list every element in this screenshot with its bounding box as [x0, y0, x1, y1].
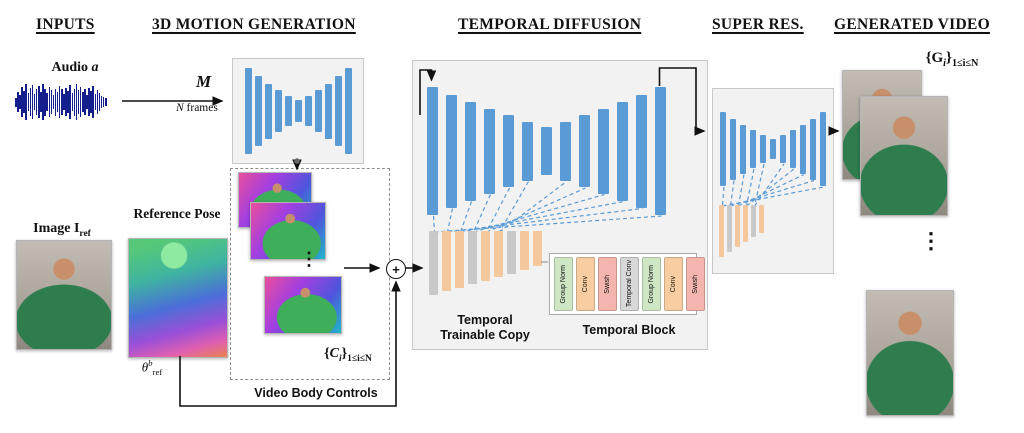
unet-bar	[750, 130, 756, 168]
section-header-diffusion: TEMPORAL DIFFUSION	[458, 16, 642, 33]
unet-bar	[507, 231, 516, 274]
generated-stack-ellipsis: ⋮	[920, 228, 942, 253]
video-body-controls-caption: Video Body Controls	[254, 386, 378, 400]
unet-bar	[484, 108, 495, 194]
unet-bar	[314, 90, 322, 132]
unet-bar	[533, 231, 542, 266]
temporal-block-layer: Swish	[686, 257, 705, 311]
audio-waveform	[14, 82, 122, 122]
reference-pose-label: Reference Pose	[133, 206, 221, 221]
unet-bar	[598, 108, 609, 194]
section-header-motion: 3D MOTION GENERATION	[152, 16, 356, 33]
superres-unet-bars	[720, 99, 826, 199]
unet-bar	[720, 112, 726, 186]
motion-output-symbol: M	[196, 72, 212, 91]
temporal-block-layer: Conv	[576, 257, 595, 311]
section-header-superres: SUPER RES.	[712, 16, 804, 33]
unet-bar	[655, 87, 666, 215]
motion-unet-bars	[241, 65, 355, 157]
unet-bar	[730, 118, 736, 180]
unet-bar	[579, 115, 590, 187]
generated-frame-n	[866, 290, 954, 416]
unet-bar	[274, 90, 282, 132]
unet-bar	[429, 231, 438, 295]
unet-bar	[244, 68, 252, 154]
plus-icon: +	[392, 261, 400, 277]
unet-bar	[494, 231, 503, 277]
unet-bar	[560, 121, 571, 181]
unet-bar	[719, 205, 724, 257]
unet-bar	[810, 118, 816, 180]
unet-bar	[617, 101, 628, 201]
unet-bar	[442, 231, 451, 291]
generated-frame-2	[860, 96, 948, 216]
controls-set-label: {Ci}1≤i≤N	[324, 346, 372, 364]
unet-bar	[264, 83, 272, 139]
temporal-diffusion-panel: Temporal Trainable Copy Group Norm Conv Swi…	[412, 60, 708, 350]
unet-bar	[541, 127, 552, 175]
pose-control-frame-2	[250, 202, 326, 260]
superres-panel	[712, 88, 834, 274]
unet-bar	[344, 68, 352, 154]
unet-bar	[465, 101, 476, 201]
section-header-inputs: INPUTS	[36, 16, 95, 33]
unet-bar	[759, 205, 764, 233]
unet-bar	[790, 130, 796, 168]
unet-bar	[743, 205, 748, 242]
unet-bar	[446, 94, 457, 208]
diffusion-trainable-copy-bars	[429, 231, 542, 295]
unet-bar	[427, 87, 438, 215]
unet-bar	[503, 115, 514, 187]
unet-bar	[820, 112, 826, 186]
unet-bar	[780, 135, 786, 163]
reference-pose-map	[128, 238, 228, 358]
unet-bar	[324, 83, 332, 139]
pose-control-frame-n	[264, 276, 342, 334]
generated-set-label: {Gi}1≤i≤N	[925, 50, 979, 69]
sum-node: +	[386, 259, 406, 279]
temporal-block-layer: Temporal Conv	[620, 257, 639, 311]
trainable-copy-caption: Temporal Trainable Copy	[440, 313, 530, 342]
unet-bar	[334, 76, 342, 146]
temporal-block-layer: Group Norm	[554, 257, 573, 311]
unet-bar	[455, 231, 464, 288]
unet-bar	[284, 96, 292, 126]
temporal-block-layer: Swish	[598, 257, 617, 311]
unet-bar	[481, 231, 490, 281]
temporal-block-caption: Temporal Block	[582, 323, 676, 337]
unet-bar	[304, 96, 312, 126]
pose-stack-ellipsis: ⋮	[300, 249, 318, 269]
reference-image-photo	[16, 240, 112, 350]
diffusion-unet-bars	[427, 75, 693, 227]
unet-bar	[760, 135, 766, 163]
unet-bar	[468, 231, 477, 284]
reference-image-label: Image Iref	[33, 221, 91, 239]
unet-bar	[770, 139, 776, 159]
temporal-block-layer: Group Norm	[642, 257, 661, 311]
unet-bar	[254, 76, 262, 146]
unet-bar	[294, 100, 302, 122]
n-frames-label: N frames	[176, 102, 218, 114]
temporal-block-legend: Group Norm Conv Swish Temporal Conv Group No…	[549, 253, 705, 315]
unet-bar	[735, 205, 740, 247]
unet-bar	[727, 205, 732, 252]
unet-bar	[740, 124, 746, 174]
theta-label: θbref	[141, 358, 163, 377]
audio-label: Audio a	[51, 60, 99, 75]
unet-bar	[751, 205, 756, 237]
unet-bar	[636, 94, 647, 208]
temporal-block-layer: Conv	[664, 257, 683, 311]
unet-bar	[800, 124, 806, 174]
motion-unet-panel	[232, 58, 364, 164]
unet-bar	[522, 121, 533, 181]
unet-bar	[520, 231, 529, 270]
superres-trainable-copy-bars	[719, 205, 764, 257]
section-header-video: GENERATED VIDEO	[834, 16, 990, 33]
